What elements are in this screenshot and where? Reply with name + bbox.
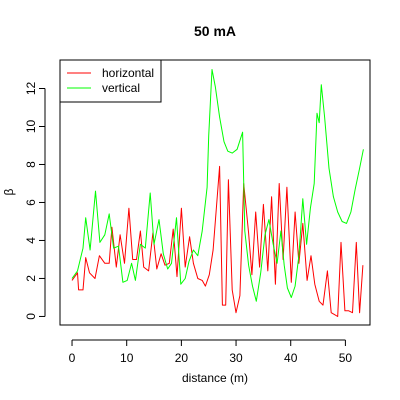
x-tick-label: 40	[284, 351, 298, 365]
y-tick-label: 6	[24, 199, 38, 206]
x-tick-label: 30	[229, 351, 243, 365]
y-tick-label: 4	[24, 237, 38, 244]
plot-frame	[59, 59, 371, 326]
y-tick-label: 0	[24, 313, 38, 320]
chart-title: 50 mA	[194, 23, 236, 39]
x-tick-label: 20	[175, 351, 189, 365]
legend-box	[59, 59, 162, 103]
x-tick-label: 50	[339, 351, 353, 365]
series-line-horizontal	[71, 165, 364, 317]
x-axis: 0 10 20 30 40 50	[69, 339, 353, 365]
y-tick-label: 10	[24, 119, 38, 133]
x-tick-label: 10	[120, 351, 134, 365]
x-axis-label: distance (m)	[182, 371, 248, 385]
y-tick-label: 8	[24, 161, 38, 168]
y-tick-label: 2	[24, 275, 38, 282]
x-tick-label: 0	[69, 351, 76, 365]
legend-label-horizontal: horizontal	[102, 66, 154, 80]
y-axis: 0 2 4 6 8 10 12	[24, 82, 46, 320]
y-tick-label: 12	[24, 82, 38, 96]
legend: horizontal vertical	[59, 59, 162, 103]
series-line-vertical	[71, 69, 364, 302]
y-axis-label: β	[2, 188, 16, 195]
series-layer	[71, 69, 364, 317]
legend-label-vertical: vertical	[102, 81, 140, 95]
